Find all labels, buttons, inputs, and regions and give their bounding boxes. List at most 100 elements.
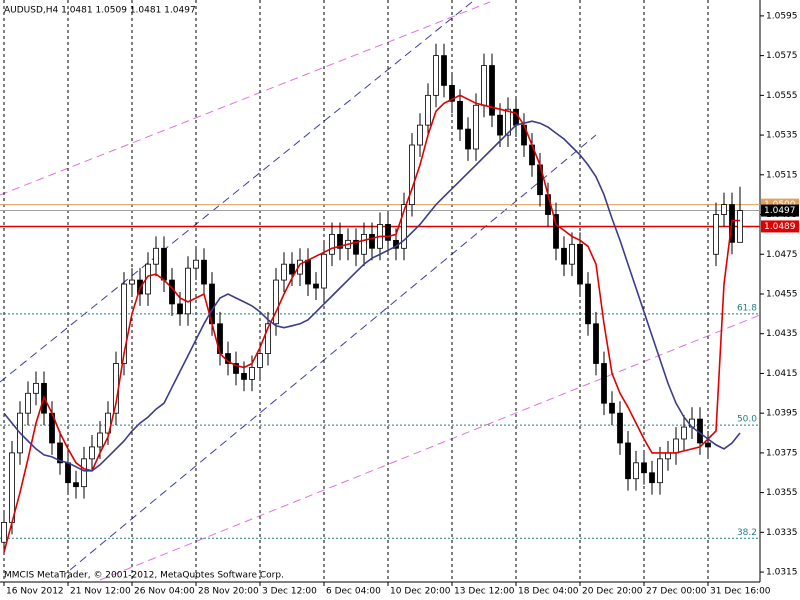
candle-body <box>337 233 343 249</box>
price-label-box <box>761 204 799 217</box>
trend-channels <box>0 1 761 581</box>
candle-body <box>553 214 559 249</box>
y-tick-label: 1.0335 <box>766 528 798 538</box>
x-tick-label: 21 Nov 12:00 <box>70 587 131 597</box>
price-label-box <box>761 220 799 233</box>
footer: MMCIS MetaTrader, © 2001-2012, MetaQuote… <box>4 571 284 581</box>
candle-body <box>161 247 167 281</box>
x-tick-label: 28 Nov 20:00 <box>198 587 259 597</box>
candle-body <box>265 323 271 354</box>
candle-body <box>633 462 639 480</box>
y-tick-label: 1.0315 <box>766 568 798 578</box>
channel-line <box>99 314 761 581</box>
candle-body <box>73 482 79 488</box>
candle-body <box>721 204 727 215</box>
candle-body <box>625 442 631 480</box>
y-tick-label: 1.0535 <box>766 131 798 141</box>
candle-body <box>97 432 103 448</box>
candle-body <box>665 452 671 460</box>
candle-body <box>681 426 687 440</box>
y-tick-label: 1.0435 <box>766 329 798 339</box>
candle-body <box>305 259 311 285</box>
fib-label: 38.2 <box>737 528 757 538</box>
y-tick-label: 1.0375 <box>766 448 798 458</box>
candle-body <box>433 55 439 96</box>
candle-body <box>385 224 391 241</box>
candle-body <box>89 446 95 460</box>
candle-body <box>705 442 711 448</box>
candle-body <box>497 114 503 136</box>
candle-body <box>193 259 199 269</box>
candle-body <box>233 363 239 374</box>
candle-body <box>25 392 31 414</box>
candle-body <box>601 363 607 404</box>
candle-body <box>489 65 495 116</box>
candle-body <box>649 472 655 484</box>
candle-body <box>201 259 207 285</box>
candle-body <box>401 204 407 249</box>
candle-body <box>153 247 159 265</box>
candle-body <box>465 128 471 150</box>
chart-title: AUDUSD,H4 1.0481 1.0509 1.0481 1.0497 <box>4 6 196 16</box>
candle-body <box>577 243 583 285</box>
x-tick-label: 16 Nov 2012 <box>6 587 64 597</box>
candle-body <box>505 108 511 136</box>
x-tick-label: 20 Dec 20:00 <box>582 587 643 597</box>
x-tick-label: 6 Dec 04:00 <box>326 587 381 597</box>
y-tick-label: 1.0355 <box>766 488 798 498</box>
candle-body <box>289 263 295 275</box>
candle-body <box>593 323 599 364</box>
x-tick-label: 31 Dec 16:00 <box>710 587 771 597</box>
candle-body <box>249 367 255 380</box>
x-tick-label: 27 Dec 00:00 <box>646 587 707 597</box>
x-tick-label: 18 Dec 04:00 <box>518 587 579 597</box>
candle-body <box>329 233 335 255</box>
channel-line <box>0 1 491 196</box>
price-label: 1.0489 <box>764 222 796 232</box>
moving-average <box>3 94 740 553</box>
moving-average <box>3 120 741 472</box>
candle-body <box>737 210 743 243</box>
y-tick-label: 1.0595 <box>766 11 798 21</box>
candle-body <box>409 144 415 205</box>
candle-body <box>369 233 375 249</box>
candle-body <box>121 283 127 364</box>
candle-body <box>361 233 367 255</box>
channel-line <box>69 134 597 571</box>
x-tick-label: 3 Dec 12:00 <box>262 587 317 597</box>
candle-body <box>481 65 487 106</box>
x-tick-label: 10 Dec 20:00 <box>390 587 451 597</box>
candle-body <box>129 279 135 285</box>
candle-body <box>185 267 191 315</box>
candle-body <box>57 442 63 464</box>
candle-body <box>449 85 455 102</box>
candle-body <box>609 402 615 414</box>
candle-body <box>257 353 263 368</box>
y-tick-label: 1.0515 <box>766 170 798 180</box>
candle-body <box>425 94 431 126</box>
y-tick-label: 1.0455 <box>766 289 798 299</box>
price-label: 1.0497 <box>764 206 796 216</box>
candle-body <box>321 253 327 289</box>
y-tick-label: 1.0395 <box>766 409 798 419</box>
candle-body <box>169 279 175 305</box>
candle-body <box>561 247 567 265</box>
candle-body <box>65 462 71 484</box>
candle-body <box>273 279 279 325</box>
candle-body <box>417 124 423 146</box>
y-tick-label: 1.0555 <box>766 91 798 101</box>
channel-line <box>0 1 473 383</box>
x-tick-label: 13 Dec 12:00 <box>454 587 515 597</box>
candle-body <box>457 100 463 130</box>
y-tick-label: 1.0575 <box>766 51 798 61</box>
fib-label: 50.0 <box>737 415 757 425</box>
candle-body <box>641 462 647 474</box>
candle-body <box>241 373 247 380</box>
candle-body <box>33 382 39 394</box>
y-tick-label: 1.0475 <box>766 250 798 260</box>
candle-body <box>441 55 447 86</box>
y-tick-label: 1.0415 <box>766 369 798 379</box>
candle-body <box>9 452 15 523</box>
